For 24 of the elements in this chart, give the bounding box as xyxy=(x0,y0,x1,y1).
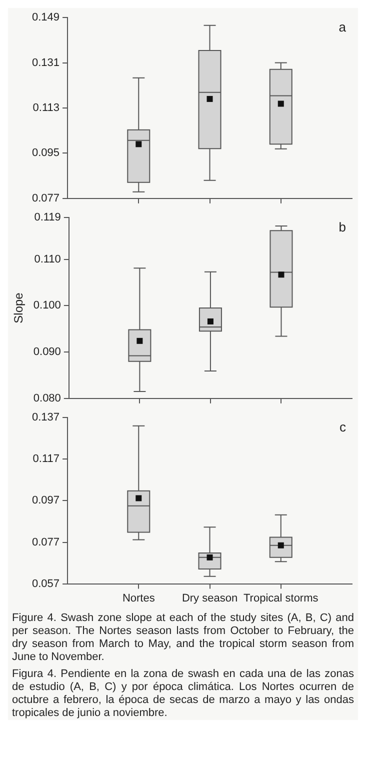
x-tick-label: Dry season xyxy=(182,592,238,604)
y-tick-label: 0.119 xyxy=(34,212,61,224)
y-tick-label: 0.097 xyxy=(32,494,60,507)
y-tick-label: 0.090 xyxy=(33,346,61,358)
y-tick-label: 0.110 xyxy=(34,253,61,266)
y-tick-label: 0.077 xyxy=(32,192,60,204)
annotation: c xyxy=(340,420,346,435)
y-tick-label: 0.057 xyxy=(32,578,60,590)
y-tick-label: 0.149 xyxy=(32,12,60,24)
y-tick-label: 0.131 xyxy=(32,56,60,69)
y-tick-label: 0.095 xyxy=(32,147,60,160)
text: Figura 4. Pendiente en la zona de swash en cada una de las zonas de estudio (A, B, C) y por época climática. Los Nortes ocurren de octubre a febrero, la época de secas de marzo a mayo y las ondas tropicales de junio a noviembre. xyxy=(12,668,354,720)
y-tick-label: 0.137 xyxy=(32,412,60,424)
y-tick-label: 0.100 xyxy=(33,300,61,312)
annotation: b xyxy=(338,220,346,235)
y-tick-label: 0.077 xyxy=(32,536,60,548)
y-axis-title: Slope xyxy=(12,292,26,324)
annotation: a xyxy=(338,20,347,35)
caption: Figure 4. Swash zone slope at each of the study sites (A, B, C) and per season. The Nortes season lasts from October to February, the dry season from March to May, and the tropical storm season from June to November. xyxy=(12,612,354,664)
y-tick-label: 0.080 xyxy=(33,392,61,404)
x-tick-label: Tropical storms xyxy=(243,592,319,604)
y-tick-label: 0.117 xyxy=(32,453,60,466)
x-tick-label: Nortes xyxy=(122,592,156,604)
y-tick-label: 0.113 xyxy=(32,102,60,114)
